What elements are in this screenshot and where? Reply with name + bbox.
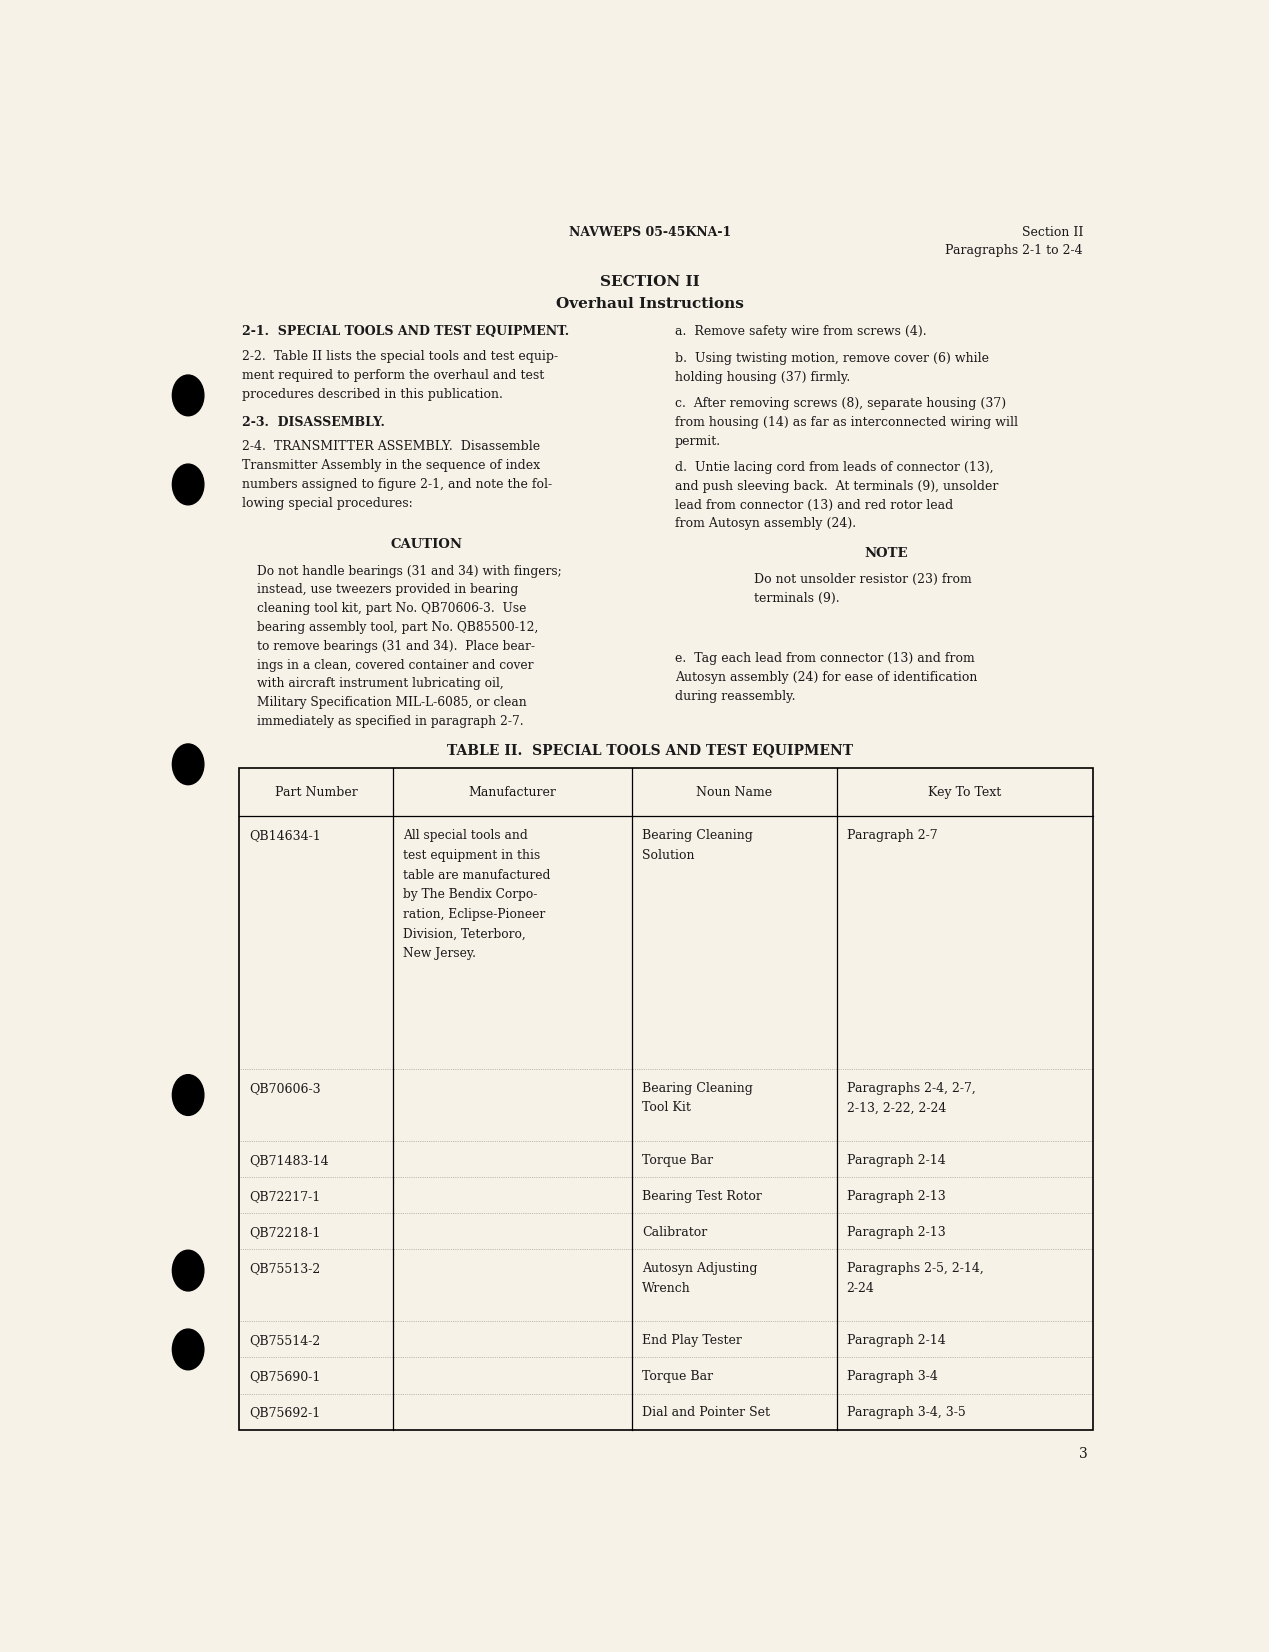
Text: Torque Bar: Torque Bar xyxy=(642,1153,713,1166)
Text: 2-3.  DISASSEMBLY.: 2-3. DISASSEMBLY. xyxy=(242,416,385,430)
Circle shape xyxy=(173,1330,204,1370)
Text: SECTION II: SECTION II xyxy=(600,274,700,289)
Text: cleaning tool kit, part No. QB70606-3.  Use: cleaning tool kit, part No. QB70606-3. U… xyxy=(258,603,527,615)
Text: All special tools and: All special tools and xyxy=(402,829,528,843)
Text: 2-13, 2-22, 2-24: 2-13, 2-22, 2-24 xyxy=(846,1102,945,1115)
Text: immediately as specified in paragraph 2-7.: immediately as specified in paragraph 2-… xyxy=(258,715,524,729)
Text: QB70606-3: QB70606-3 xyxy=(249,1082,321,1095)
Text: holding housing (37) firmly.: holding housing (37) firmly. xyxy=(675,370,850,383)
Text: Overhaul Instructions: Overhaul Instructions xyxy=(556,297,745,312)
Text: Military Specification MIL-L-6085, or clean: Military Specification MIL-L-6085, or cl… xyxy=(258,697,527,709)
Text: instead, use tweezers provided in bearing: instead, use tweezers provided in bearin… xyxy=(258,583,518,596)
Text: New Jersey.: New Jersey. xyxy=(402,948,476,960)
Text: Calibrator: Calibrator xyxy=(642,1226,707,1239)
Text: QB75692-1: QB75692-1 xyxy=(249,1406,320,1419)
Text: Paragraph 2-13: Paragraph 2-13 xyxy=(846,1226,945,1239)
Text: QB75513-2: QB75513-2 xyxy=(249,1262,320,1275)
Text: lead from connector (13) and red rotor lead: lead from connector (13) and red rotor l… xyxy=(675,499,953,512)
Text: QB72217-1: QB72217-1 xyxy=(249,1189,320,1203)
Text: End Play Tester: End Play Tester xyxy=(642,1335,741,1346)
Text: to remove bearings (31 and 34).  Place bear-: to remove bearings (31 and 34). Place be… xyxy=(258,639,536,653)
Text: terminals (9).: terminals (9). xyxy=(754,591,839,605)
Text: e.  Tag each lead from connector (13) and from: e. Tag each lead from connector (13) and… xyxy=(675,653,975,666)
Text: NOTE: NOTE xyxy=(864,547,909,560)
Text: 2-1.  SPECIAL TOOLS AND TEST EQUIPMENT.: 2-1. SPECIAL TOOLS AND TEST EQUIPMENT. xyxy=(242,325,570,339)
Text: ings in a clean, covered container and cover: ings in a clean, covered container and c… xyxy=(258,659,533,672)
Text: during reassembly.: during reassembly. xyxy=(675,691,796,704)
Text: QB72218-1: QB72218-1 xyxy=(249,1226,321,1239)
Text: QB14634-1: QB14634-1 xyxy=(249,829,321,843)
Text: lowing special procedures:: lowing special procedures: xyxy=(242,497,412,510)
Text: Paragraph 2-7: Paragraph 2-7 xyxy=(846,829,938,843)
Circle shape xyxy=(173,464,204,506)
Text: Noun Name: Noun Name xyxy=(697,786,773,800)
Text: Paragraphs 2-4, 2-7,: Paragraphs 2-4, 2-7, xyxy=(846,1082,976,1095)
Text: Section II: Section II xyxy=(1022,226,1084,240)
Text: Autosyn assembly (24) for ease of identification: Autosyn assembly (24) for ease of identi… xyxy=(675,671,977,684)
Text: permit.: permit. xyxy=(675,434,721,448)
Text: a.  Remove safety wire from screws (4).: a. Remove safety wire from screws (4). xyxy=(675,325,926,339)
Text: Wrench: Wrench xyxy=(642,1282,690,1295)
Text: Paragraphs 2-1 to 2-4: Paragraphs 2-1 to 2-4 xyxy=(945,244,1084,258)
Text: bearing assembly tool, part No. QB85500-12,: bearing assembly tool, part No. QB85500-… xyxy=(258,621,538,634)
Text: 3: 3 xyxy=(1079,1447,1088,1462)
Text: Torque Bar: Torque Bar xyxy=(642,1370,713,1383)
Text: Solution: Solution xyxy=(642,849,694,862)
Text: c.  After removing screws (8), separate housing (37): c. After removing screws (8), separate h… xyxy=(675,396,1006,410)
Text: Bearing Test Rotor: Bearing Test Rotor xyxy=(642,1189,761,1203)
Text: QB75690-1: QB75690-1 xyxy=(249,1370,321,1383)
Text: ration, Eclipse-Pioneer: ration, Eclipse-Pioneer xyxy=(402,909,544,922)
Text: Paragraphs 2-5, 2-14,: Paragraphs 2-5, 2-14, xyxy=(846,1262,983,1275)
Text: Dial and Pointer Set: Dial and Pointer Set xyxy=(642,1406,770,1419)
Text: Part Number: Part Number xyxy=(274,786,358,800)
Text: by The Bendix Corpo-: by The Bendix Corpo- xyxy=(402,889,537,902)
Text: TABLE II.  SPECIAL TOOLS AND TEST EQUIPMENT: TABLE II. SPECIAL TOOLS AND TEST EQUIPME… xyxy=(448,743,853,757)
Text: d.  Untie lacing cord from leads of connector (13),: d. Untie lacing cord from leads of conne… xyxy=(675,461,994,474)
Text: Do not handle bearings (31 and 34) with fingers;: Do not handle bearings (31 and 34) with … xyxy=(258,565,562,578)
Text: from housing (14) as far as interconnected wiring will: from housing (14) as far as interconnect… xyxy=(675,416,1018,430)
Text: test equipment in this: test equipment in this xyxy=(402,849,541,862)
Text: Autosyn Adjusting: Autosyn Adjusting xyxy=(642,1262,758,1275)
Text: NAVWEPS 05-45KNA-1: NAVWEPS 05-45KNA-1 xyxy=(570,226,731,240)
Circle shape xyxy=(173,1251,204,1290)
Text: Paragraph 2-13: Paragraph 2-13 xyxy=(846,1189,945,1203)
Text: Tool Kit: Tool Kit xyxy=(642,1102,690,1115)
Text: Manufacturer: Manufacturer xyxy=(468,786,556,800)
Text: Paragraph 2-14: Paragraph 2-14 xyxy=(846,1335,945,1346)
Text: Paragraph 3-4, 3-5: Paragraph 3-4, 3-5 xyxy=(846,1406,966,1419)
Text: Key To Text: Key To Text xyxy=(928,786,1001,800)
Circle shape xyxy=(173,743,204,785)
Text: from Autosyn assembly (24).: from Autosyn assembly (24). xyxy=(675,517,857,530)
Text: 2-4.  TRANSMITTER ASSEMBLY.  Disassemble: 2-4. TRANSMITTER ASSEMBLY. Disassemble xyxy=(242,441,541,453)
Text: with aircraft instrument lubricating oil,: with aircraft instrument lubricating oil… xyxy=(258,677,504,691)
Text: Bearing Cleaning: Bearing Cleaning xyxy=(642,1082,753,1095)
Bar xyxy=(240,768,1093,1429)
Text: Transmitter Assembly in the sequence of index: Transmitter Assembly in the sequence of … xyxy=(242,459,541,472)
Text: and push sleeving back.  At terminals (9), unsolder: and push sleeving back. At terminals (9)… xyxy=(675,479,999,492)
Text: Bearing Cleaning: Bearing Cleaning xyxy=(642,829,753,843)
Circle shape xyxy=(173,1075,204,1115)
Text: QB75514-2: QB75514-2 xyxy=(249,1335,320,1346)
Text: Division, Teterboro,: Division, Teterboro, xyxy=(402,928,525,940)
Text: procedures described in this publication.: procedures described in this publication… xyxy=(242,388,503,400)
Text: Paragraph 2-14: Paragraph 2-14 xyxy=(846,1153,945,1166)
Text: 2-24: 2-24 xyxy=(846,1282,874,1295)
Circle shape xyxy=(173,375,204,416)
Text: Paragraph 3-4: Paragraph 3-4 xyxy=(846,1370,938,1383)
Text: numbers assigned to figure 2-1, and note the fol-: numbers assigned to figure 2-1, and note… xyxy=(242,477,552,491)
Text: ment required to perform the overhaul and test: ment required to perform the overhaul an… xyxy=(242,368,544,382)
Text: CAUTION: CAUTION xyxy=(391,539,463,552)
Text: Do not unsolder resistor (23) from: Do not unsolder resistor (23) from xyxy=(754,573,971,586)
Text: table are manufactured: table are manufactured xyxy=(402,869,551,882)
Text: QB71483-14: QB71483-14 xyxy=(249,1153,329,1166)
Text: b.  Using twisting motion, remove cover (6) while: b. Using twisting motion, remove cover (… xyxy=(675,352,989,365)
Text: 2-2.  Table II lists the special tools and test equip-: 2-2. Table II lists the special tools an… xyxy=(242,350,558,363)
